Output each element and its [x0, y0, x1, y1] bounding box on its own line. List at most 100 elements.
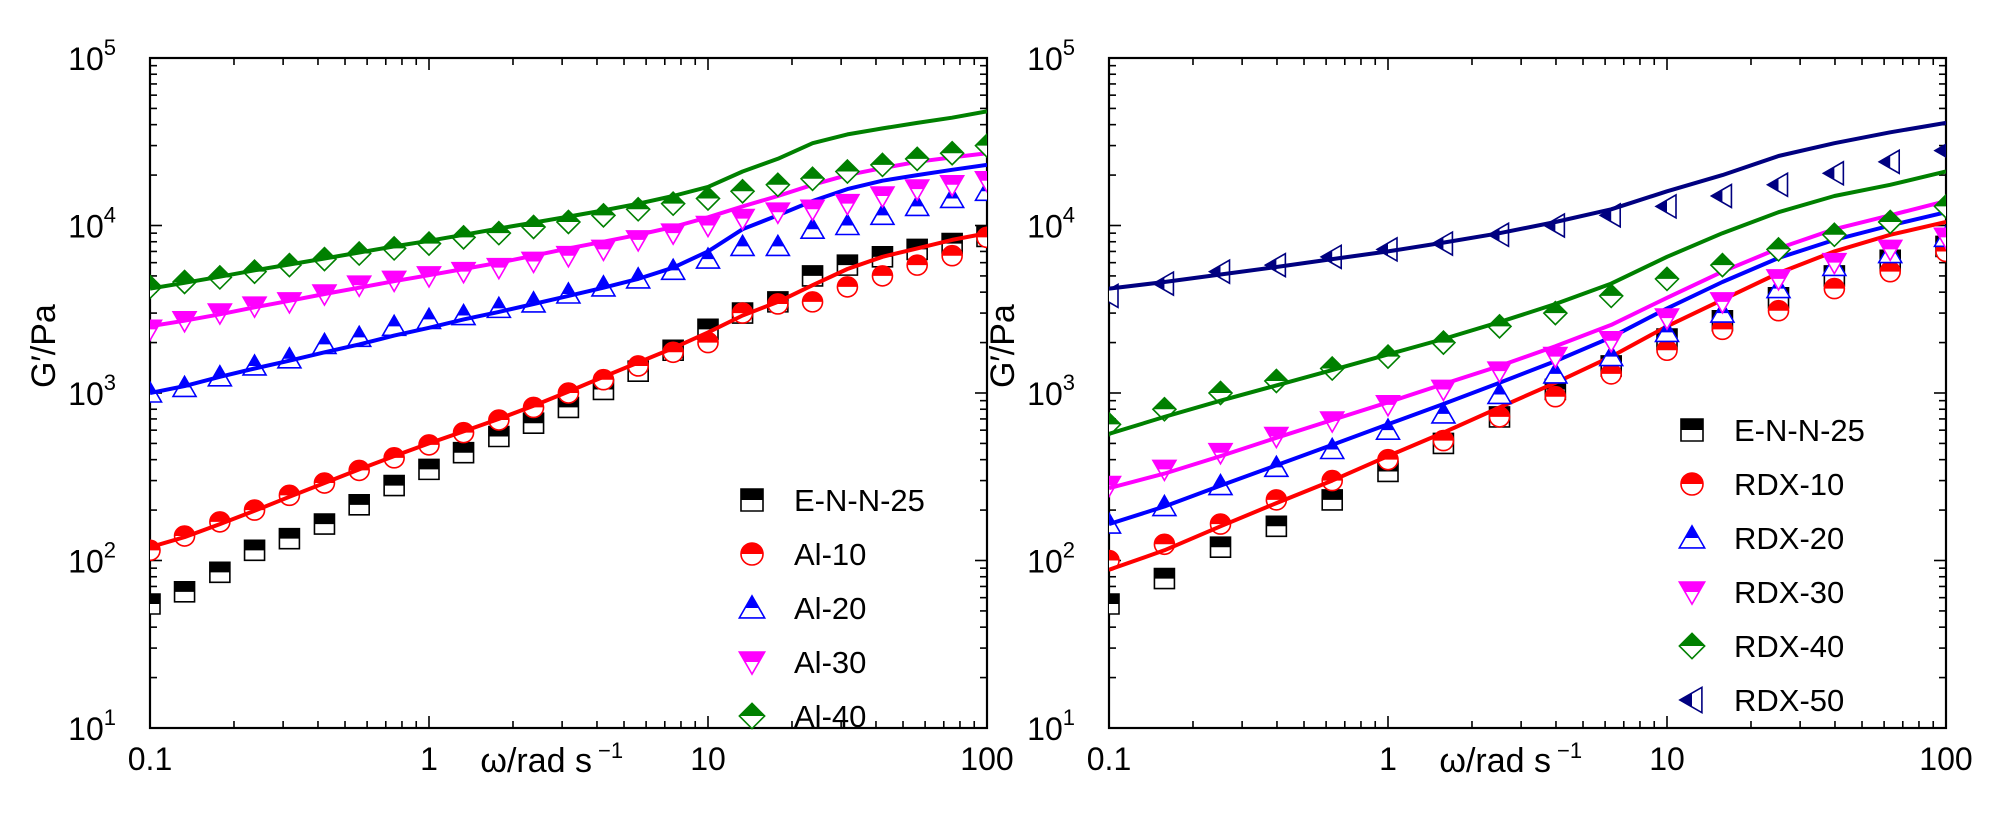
data-point-rdx-30	[1877, 239, 1904, 263]
data-point-e-n-n-25	[418, 458, 440, 481]
legend-item-rdx-30: RDX-30	[1677, 575, 1844, 610]
legend-label: Al-10	[794, 537, 866, 572]
y-tick-base: 10	[1027, 41, 1063, 77]
legend-marker-al-40	[738, 702, 766, 730]
legend-label: RDX-40	[1734, 629, 1844, 664]
legend: E-N-N-25 Al-10 Al-20 Al-30 Al-40	[737, 483, 925, 734]
y-tick-exponent: 1	[104, 705, 116, 730]
x-tick-label: 1	[1379, 741, 1397, 777]
y-tick-base: 10	[1027, 544, 1063, 580]
y-tick-label: 105	[68, 35, 116, 77]
legend-label: E-N-N-25	[794, 483, 925, 518]
data-point-al-30	[939, 174, 966, 198]
data-point-al-40	[834, 158, 861, 185]
fit-line-rdx-10	[1109, 220, 1946, 572]
series-al-40	[150, 109, 987, 300]
data-point-al-20	[764, 233, 791, 257]
data-point-rdx-30	[1933, 227, 1946, 250]
legend-marker-rdx-10	[1680, 472, 1704, 496]
data-point-e-n-n-25	[243, 539, 266, 562]
x-tick-label: 0.1	[1087, 741, 1131, 777]
legend: E-N-N-25 RDX-10 RDX-20 RDX-30 RDX-40 RDX-50	[1677, 413, 1865, 718]
x-axis-title-main: ω/rad s	[1439, 742, 1551, 780]
x-tick-label: 1	[420, 741, 438, 777]
data-point-e-n-n-25	[150, 593, 161, 615]
data-point-rdx-30	[1654, 308, 1680, 331]
data-point-rdx-50	[1765, 171, 1789, 198]
y-tick-label: 103	[1027, 370, 1075, 412]
data-point-e-n-n-25	[1265, 515, 1288, 538]
legend-marker-rdx-40	[1678, 632, 1706, 660]
legend-marker-rdx-30	[1677, 581, 1707, 606]
legend-label: E-N-N-25	[1734, 413, 1865, 448]
data-point-rdx-50	[1821, 160, 1845, 187]
data-point-rdx-20	[1486, 381, 1513, 405]
fit-line-al-40	[150, 109, 987, 291]
data-point-al-30	[869, 186, 896, 209]
data-point-rdx-40	[1598, 283, 1624, 309]
y-tick-exponent: 2	[104, 538, 116, 563]
legend-label: RDX-10	[1734, 467, 1844, 502]
data-point-rdx-20	[1430, 401, 1457, 424]
y-tick-label: 104	[1027, 203, 1075, 245]
data-point-al-40	[904, 146, 930, 172]
data-point-rdx-30	[1821, 252, 1848, 276]
y-tick-exponent: 4	[104, 203, 116, 228]
legend-label: Al-20	[794, 591, 866, 626]
data-point-rdx-40	[1654, 266, 1680, 292]
data-point-rdx-10	[1656, 339, 1678, 362]
data-point-al-30	[974, 170, 987, 194]
data-point-al-20	[834, 212, 861, 236]
legend-item-e-n-n-25: E-N-N-25	[1680, 413, 1865, 448]
y-tick-label: 102	[68, 538, 116, 580]
data-point-al-30	[799, 199, 826, 222]
legend-label: RDX-50	[1734, 683, 1844, 718]
y-tick-exponent: 4	[1063, 203, 1075, 228]
legend-label: RDX-30	[1734, 575, 1844, 610]
data-point-al-30	[729, 208, 756, 232]
legend-item-rdx-40: RDX-40	[1678, 629, 1844, 664]
data-point-e-n-n-25	[278, 527, 301, 550]
y-tick-base: 10	[68, 209, 104, 245]
legend-item-e-n-n-25: E-N-N-25	[740, 483, 925, 518]
series-al-10	[150, 226, 987, 562]
data-point-rdx-10	[1544, 385, 1567, 408]
data-point-al-40	[729, 178, 756, 204]
data-point-rdx-10	[1600, 363, 1623, 385]
data-point-al-10	[836, 276, 859, 298]
x-tick-label: 10	[690, 741, 726, 777]
fit-line-rdx-50	[1109, 120, 1946, 291]
data-point-rdx-40	[1877, 209, 1903, 235]
plot-area	[1109, 120, 1946, 615]
y-tick-base: 10	[1027, 376, 1063, 412]
data-point-rdx-30	[1709, 292, 1736, 315]
data-point-al-10	[941, 244, 963, 267]
y-tick-exponent: 3	[104, 370, 116, 395]
data-point-e-n-n-25	[313, 513, 336, 535]
data-point-e-n-n-25	[452, 441, 475, 464]
x-tick-label: 0.1	[128, 741, 172, 777]
data-point-e-n-n-25	[383, 474, 405, 497]
series-rdx-30	[1109, 199, 1946, 499]
series-rdx-50	[1109, 120, 1946, 309]
legend-item-al-30: Al-30	[737, 645, 866, 680]
data-point-rdx-30	[1765, 269, 1792, 292]
y-tick-label: 104	[68, 203, 116, 245]
legend-label: Al-30	[794, 645, 866, 680]
data-point-al-40	[520, 214, 547, 240]
data-point-rdx-10	[1488, 406, 1511, 428]
data-point-al-30	[695, 215, 721, 239]
fit-line-rdx-40	[1109, 169, 1946, 436]
data-point-al-30	[904, 179, 931, 202]
series-rdx-40	[1109, 169, 1946, 437]
data-point-e-n-n-25	[173, 581, 196, 603]
y-tick-label: 101	[68, 705, 116, 747]
y-tick-label: 101	[1027, 705, 1075, 747]
y-tick-label: 103	[68, 370, 116, 412]
data-point-rdx-30	[1598, 330, 1625, 354]
data-point-e-n-n-25	[348, 494, 370, 516]
legend-marker-al-20	[737, 594, 767, 619]
